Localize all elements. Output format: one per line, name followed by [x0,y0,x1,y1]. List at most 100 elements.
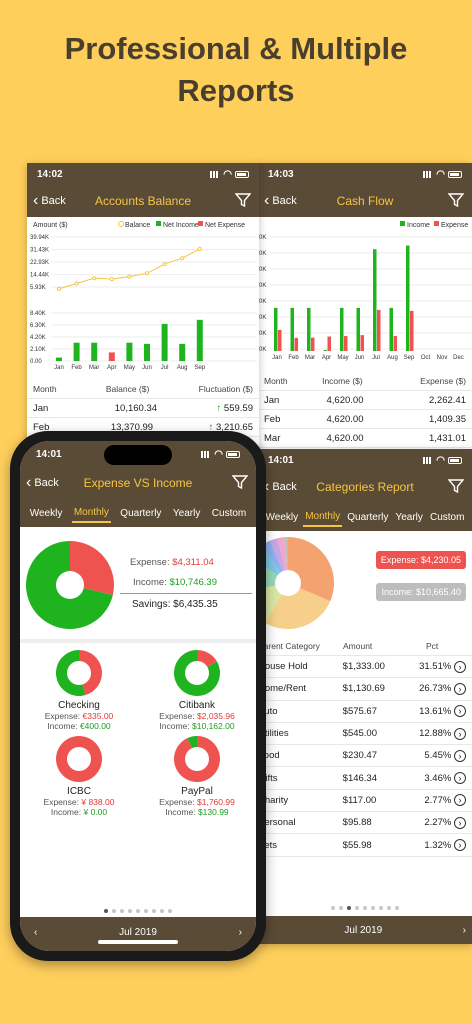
account-donut-chart [56,736,102,782]
back-button[interactable]: ‹ Back [264,479,297,495]
income-bar [323,350,327,351]
row-category: Charity [258,794,289,806]
period-tabs: Weekly Monthly Quarterly Yearly Custom [258,503,472,531]
accounts-grid: Checking Expense: €335.00 Income: €400.00 C… [20,643,256,817]
tab-yearly[interactable]: Yearly [395,511,423,523]
account-card[interactable]: Citibank Expense: $2,035.96 Income: $10,16… [138,649,256,731]
account-card[interactable]: Checking Expense: €335.00 Income: €400.00 [20,649,138,731]
chevron-right-icon[interactable]: › [453,682,466,695]
filter-icon[interactable] [448,192,464,208]
net-income-bar [196,319,203,361]
table-row[interactable]: Mar 4,620.00 1,431.01 [258,429,472,448]
table-row[interactable]: Auto $575.67 13.61% › [258,701,472,723]
chevron-right-icon[interactable]: › [453,749,466,762]
x-tick-label: Jun [355,355,365,361]
chevron-right-icon[interactable]: › [453,727,466,740]
chevron-right-icon[interactable]: › [453,816,466,829]
cash-flow-screen: 14:03 ◠ ‹ Back Cash Flow Income Expense 0K 0K… [258,163,472,453]
next-month-button[interactable]: › [238,926,242,938]
table-row[interactable]: Feb 4,620.00 1,409.35 [258,410,472,429]
tab-custom[interactable]: Custom [211,507,247,519]
tab-quarterly[interactable]: Quarterly [120,507,162,519]
chevron-right-icon[interactable]: › [453,705,466,718]
page-indicator[interactable] [258,906,472,910]
tab-quarterly[interactable]: Quarterly [347,511,389,523]
filter-icon[interactable] [448,478,464,494]
account-donut-chart [174,650,220,696]
account-donut-hole [67,661,91,685]
filter-icon[interactable] [235,192,251,208]
income-bar [356,307,360,351]
back-button[interactable]: ‹ Back [264,192,297,209]
account-card[interactable]: ICBC Expense: ¥ 838.00 Income: ¥ 0.00 [20,735,138,817]
row-amount: $55.98 [342,839,372,851]
legend-label: Expense [441,222,468,229]
tab-monthly[interactable]: Monthly [71,504,111,523]
summary-savings: Savings: $6,435.35 [132,599,218,610]
account-card[interactable]: PayPal Expense: $1,760.99 Income: $130.99 [138,735,256,817]
page-title: Cash Flow [336,194,394,208]
chevron-left-icon: ‹ [26,474,32,491]
expense-label: Expense: [130,557,170,568]
table-row[interactable]: House Hold $1,333.00 31.51% › [258,656,472,679]
tab-weekly[interactable]: Weekly [265,511,299,523]
page-indicator[interactable] [20,909,256,913]
tab-custom[interactable]: Custom [429,511,465,523]
back-label: Back [34,477,59,489]
table-row[interactable]: Utilities $545.00 12.88% › [258,723,472,746]
balance-point [74,281,79,286]
table-row[interactable]: Jan 10,160.34 ↑ 559.59 [27,399,259,418]
chevron-right-icon[interactable]: › [453,772,466,785]
tab-yearly[interactable]: Yearly [172,507,201,519]
wifi-icon: ◠ [223,168,232,180]
x-tick-label: Aug [387,355,398,361]
cash-flow-table: Month Income ($) Expense ($) Jan 4,620.00 2,… [258,372,472,453]
next-month-button[interactable]: › [462,924,466,936]
x-tick-label: Jul [372,355,380,361]
row-category: Gifts [258,772,278,784]
x-tick-label: Mar [89,365,99,371]
chevron-right-icon[interactable]: › [453,660,466,673]
chevron-left-icon: ‹ [264,192,270,209]
table-row[interactable]: Food $230.47 5.45% › [258,745,472,768]
account-income: Income: ¥ 0.00 [50,807,108,817]
savings-value: $6,435.35 [173,599,218,610]
col-income: Income ($) [322,376,363,386]
table-row[interactable]: Gifts $146.34 3.46% › [258,767,472,790]
col-month: Month [33,384,57,394]
y-tick-label: 31.43K [30,248,49,254]
chevron-right-icon[interactable]: › [453,794,466,807]
table-header: Month Balance ($) Fluctuation ($) [27,380,259,399]
prev-month-button[interactable]: ‹ [34,926,38,938]
status-bar: 14:01 ◠ [258,449,472,471]
wifi-icon: ◠ [436,454,445,466]
y-tick-label: 0.00 [30,359,42,365]
table-row[interactable]: Home/Rent $1,130.69 26.73% › [258,678,472,701]
tab-weekly[interactable]: Weekly [29,507,63,519]
filter-icon[interactable] [232,474,248,490]
chevron-right-icon[interactable]: › [453,839,466,852]
table-header: Parent Category Amount Pct [258,637,472,656]
tab-monthly[interactable]: Monthly [303,508,343,527]
col-balance: Balance ($) [105,384,150,394]
back-button[interactable]: ‹ Back [26,474,59,491]
category-pie-hole [275,570,301,596]
table-row[interactable]: Personal $95.88 2.27% › [258,812,472,835]
row-category: Utilities [258,728,289,740]
summary-income: Income: $10,746.39 [133,577,217,588]
status-time: 14:01 [268,454,294,466]
summary-section: Expense: $4,311.04 Income: $10,746.39 Sa… [20,527,256,639]
table-row[interactable]: Charity $117.00 2.77% › [258,790,472,813]
arrow-up-icon: ↑ [208,421,214,433]
account-donut-hole [67,747,91,771]
row-category: House Hold [258,661,308,673]
y-tick-label: 0K [259,235,266,241]
account-name: PayPal [181,786,213,797]
back-button[interactable]: ‹ Back [33,193,66,209]
table-row[interactable]: Pets $55.98 1.32% › [258,834,472,857]
balance-point [56,286,62,292]
battery-icon [448,456,462,464]
account-income: Income: $130.99 [165,807,229,817]
status-time: 14:02 [37,168,63,180]
table-row[interactable]: Jan 4,620.00 2,262.41 [258,391,472,410]
